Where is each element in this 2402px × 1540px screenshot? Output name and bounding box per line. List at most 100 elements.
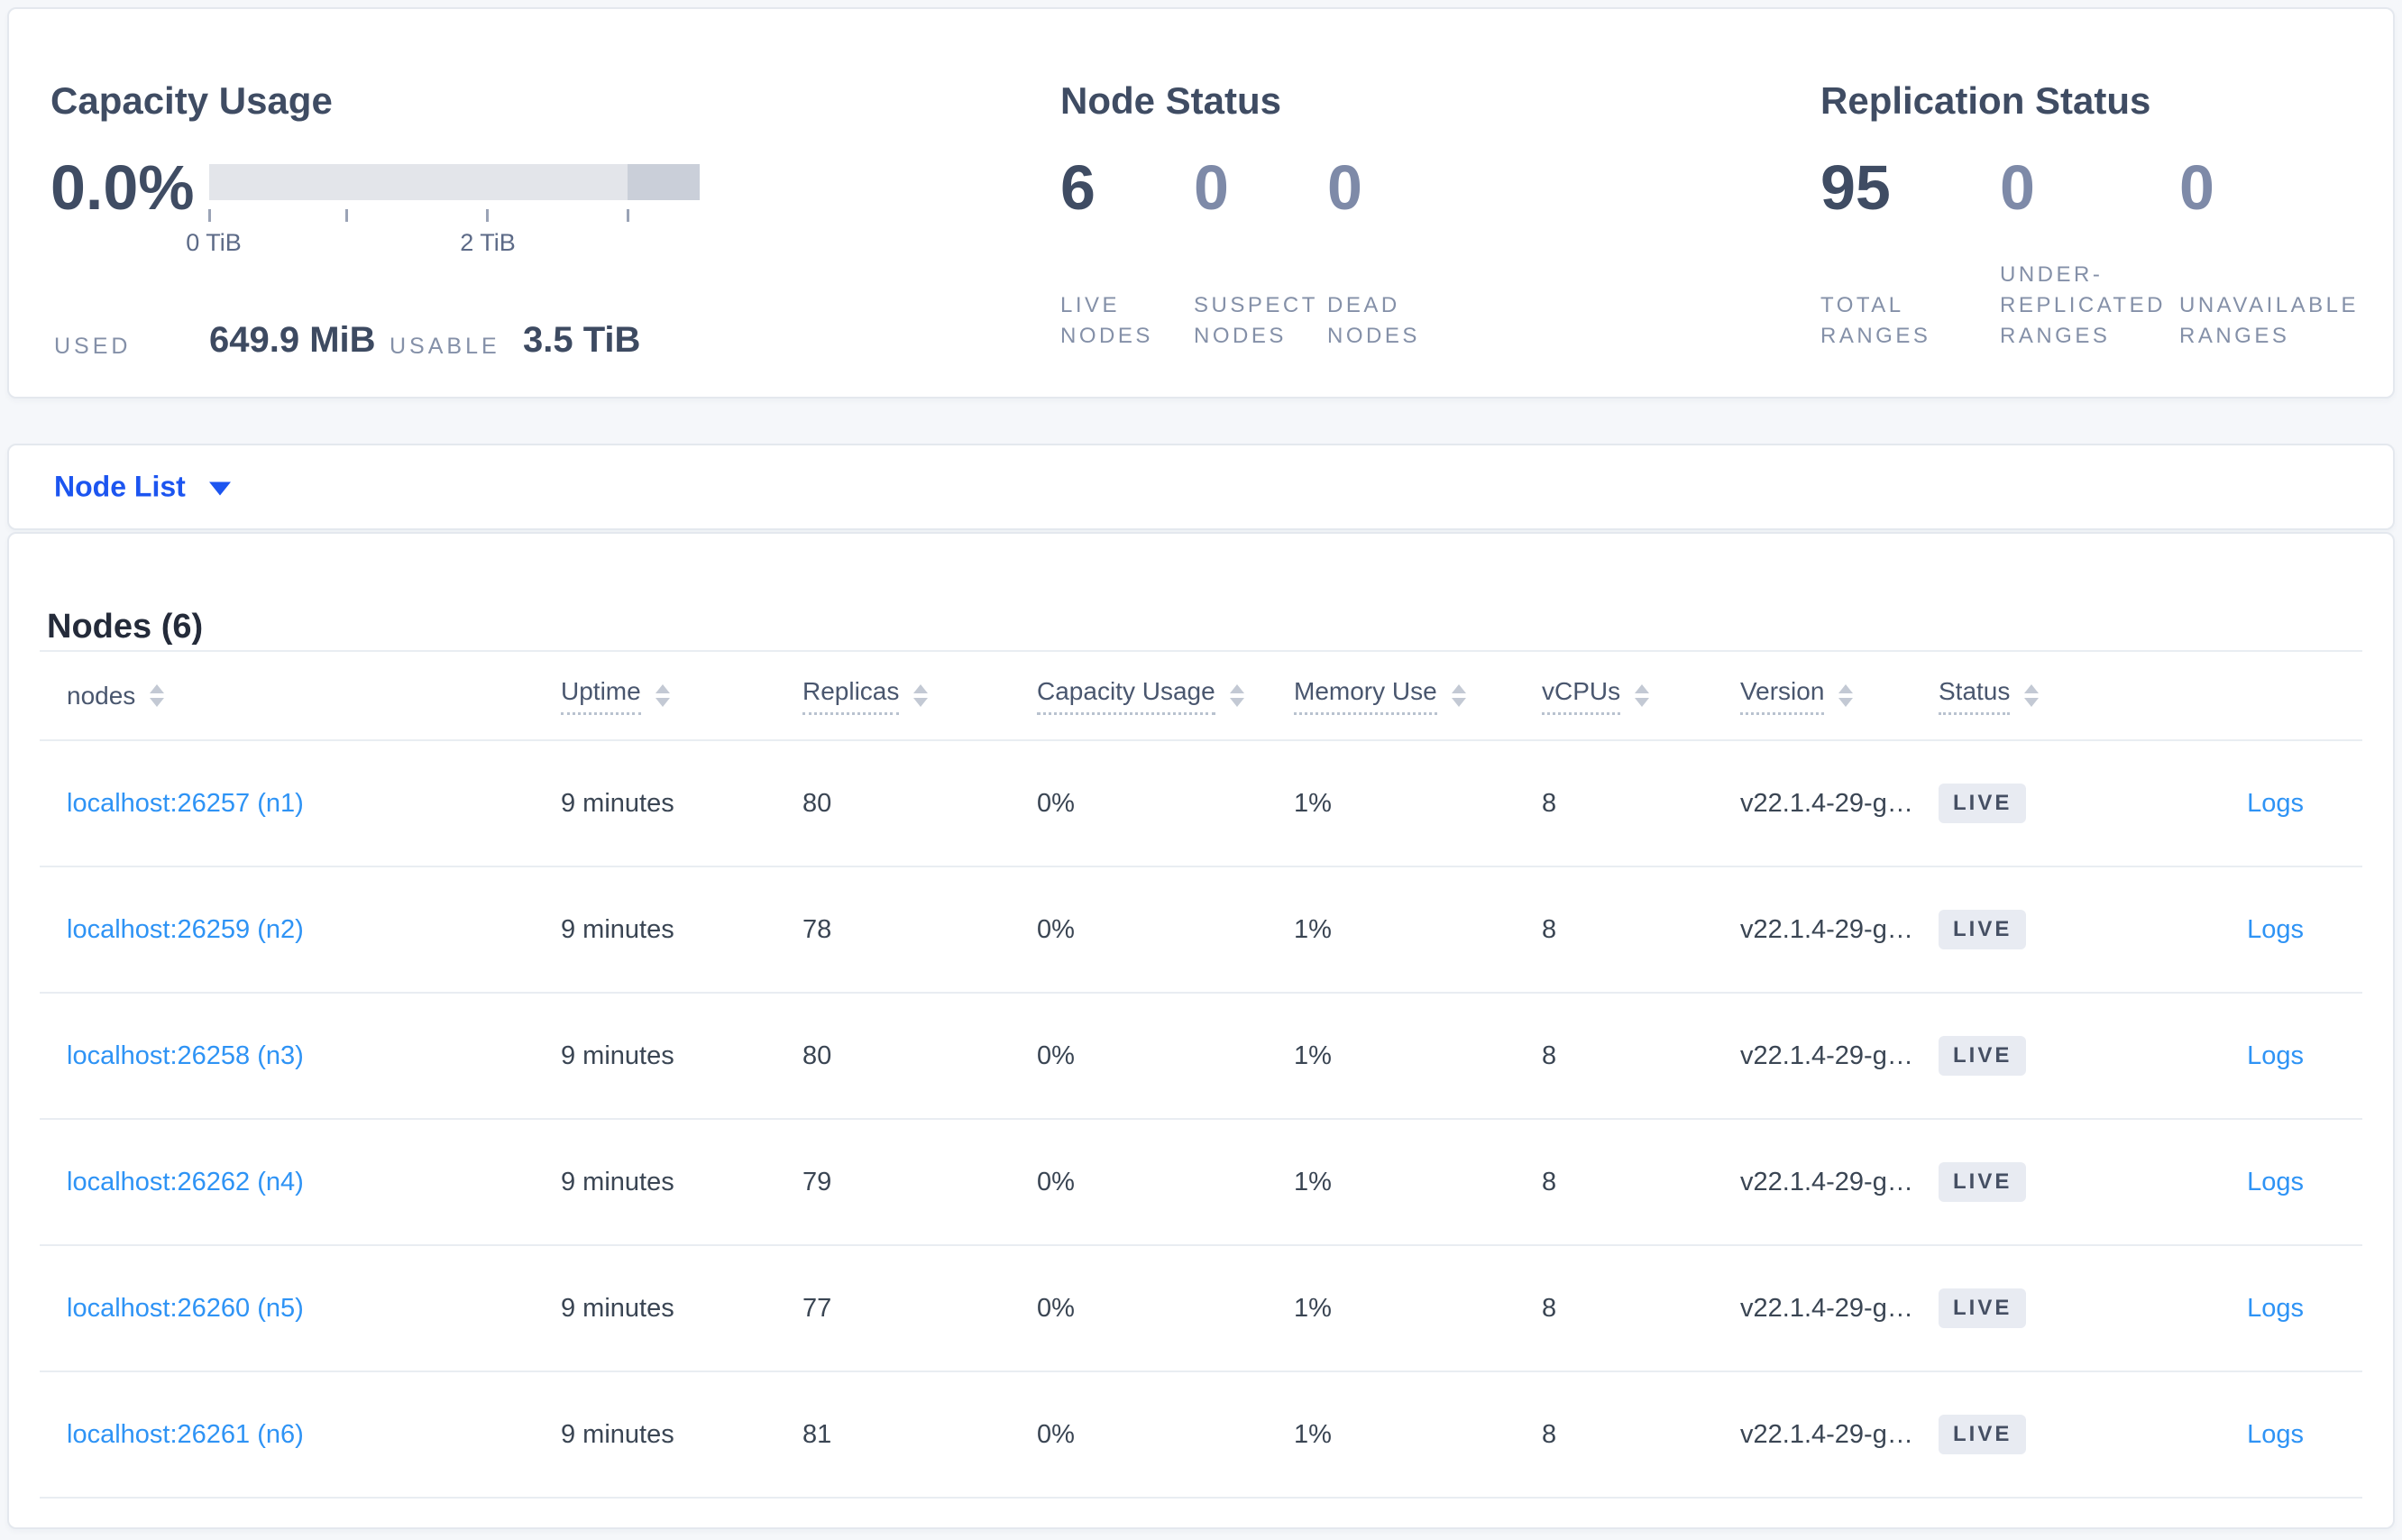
table-header-row: nodes Uptime Replicas Capacity Usage Mem… [40, 652, 2362, 741]
node-address-link[interactable]: localhost:26260 (n5) [67, 1293, 304, 1323]
sort-icon[interactable] [655, 684, 670, 707]
node-version: v22.1.4-29-g… [1740, 914, 1913, 944]
table-row: localhost:26258 (n3) 9 minutes 80 0% 1% … [40, 994, 2362, 1120]
logs-link[interactable]: Logs [2247, 1040, 2304, 1070]
node-vcpus: 8 [1542, 1293, 1557, 1323]
logs-link[interactable]: Logs [2247, 1419, 2304, 1449]
live-nodes-label: LIVE NODES [1060, 293, 1153, 348]
node-vcpus: 8 [1542, 1040, 1557, 1070]
capacity-axis-tick [627, 209, 629, 222]
node-memory-use: 1% [1294, 1419, 1332, 1449]
column-header-uptime[interactable]: Uptime [561, 677, 802, 715]
status-badge: LIVE [1939, 910, 2027, 949]
view-selector-label: Node List [54, 470, 186, 503]
status-badge: LIVE [1939, 1288, 2027, 1328]
sort-icon[interactable] [913, 684, 929, 707]
node-address-link[interactable]: localhost:26262 (n4) [67, 1167, 304, 1196]
column-header-status[interactable]: Status [1939, 677, 2137, 715]
status-badge: LIVE [1939, 1162, 2027, 1202]
status-badge: LIVE [1939, 1036, 2027, 1076]
node-replicas: 79 [802, 1167, 832, 1196]
unavailable-ranges-label: UNAVAILABLE RANGES [2179, 293, 2360, 348]
column-header-vcpus[interactable]: vCPUs [1542, 677, 1740, 715]
sort-icon[interactable] [1635, 684, 1650, 707]
chevron-down-icon [208, 481, 231, 496]
node-uptime: 9 minutes [561, 1040, 674, 1070]
sort-icon[interactable] [1229, 684, 1244, 707]
nodes-table: nodes Uptime Replicas Capacity Usage Mem… [40, 650, 2362, 1499]
sort-icon[interactable] [1451, 684, 1466, 707]
view-selector-bar: Node List [7, 444, 2395, 530]
usable-value: 3.5 TiB [523, 320, 641, 360]
logs-link[interactable]: Logs [2247, 914, 2304, 944]
node-uptime: 9 minutes [561, 914, 674, 944]
node-memory-use: 1% [1294, 1040, 1332, 1070]
capacity-percent-value: 0.0% [50, 152, 195, 223]
node-capacity-usage: 0% [1037, 1293, 1075, 1323]
unavailable-ranges-value: 0 [2179, 152, 2214, 223]
capacity-bar-reserved-segment [628, 164, 700, 200]
nodes-table-card: Nodes (6) nodes Uptime Replicas Capacity… [7, 532, 2395, 1529]
sort-icon[interactable] [1838, 684, 1854, 707]
column-header-version[interactable]: Version [1740, 677, 1939, 715]
node-replicas: 80 [802, 1040, 832, 1070]
node-uptime: 9 minutes [561, 1419, 674, 1449]
node-uptime: 9 minutes [561, 788, 674, 818]
node-address-link[interactable]: localhost:26261 (n6) [67, 1419, 304, 1449]
capacity-usage-title: Capacity Usage [50, 78, 333, 122]
column-header-memory-use[interactable]: Memory Use [1294, 677, 1542, 715]
node-capacity-usage: 0% [1037, 1419, 1075, 1449]
node-address-link[interactable]: localhost:26257 (n1) [67, 788, 304, 818]
nodes-table-title: Nodes (6) [47, 607, 204, 646]
table-row: localhost:26261 (n6) 9 minutes 81 0% 1% … [40, 1372, 2362, 1499]
live-nodes-value: 6 [1060, 152, 1096, 223]
column-header-capacity-usage[interactable]: Capacity Usage [1037, 677, 1294, 715]
logs-link[interactable]: Logs [2247, 1167, 2304, 1196]
node-capacity-usage: 0% [1037, 1167, 1075, 1196]
node-memory-use: 1% [1294, 788, 1332, 818]
column-header-replicas[interactable]: Replicas [802, 677, 1037, 715]
node-version: v22.1.4-29-g… [1740, 1293, 1913, 1323]
replication-status-title: Replication Status [1820, 78, 2151, 122]
under-replicated-ranges-stat: 0 UNDER-REPLICATED RANGES [2000, 155, 2171, 352]
suspect-nodes-stat: 0 SUSPECT NODES [1194, 155, 1320, 352]
node-address-link[interactable]: localhost:26258 (n3) [67, 1040, 304, 1070]
status-badge: LIVE [1939, 784, 2027, 823]
sort-icon[interactable] [2024, 684, 2040, 707]
used-value: 649.9 MiB [209, 320, 376, 360]
node-vcpus: 8 [1542, 914, 1557, 944]
node-status-title: Node Status [1060, 78, 1282, 122]
node-vcpus: 8 [1542, 1167, 1557, 1196]
node-vcpus: 8 [1542, 1419, 1557, 1449]
logs-link[interactable]: Logs [2247, 788, 2304, 818]
dead-nodes-label: DEAD NODES [1327, 293, 1420, 348]
under-replicated-ranges-label: UNDER-REPLICATED RANGES [2000, 262, 2166, 348]
column-header-nodes[interactable]: nodes [67, 682, 561, 710]
under-replicated-ranges-value: 0 [2000, 152, 2035, 223]
table-row: localhost:26259 (n2) 9 minutes 78 0% 1% … [40, 867, 2362, 994]
total-ranges-label: TOTAL RANGES [1820, 293, 1931, 348]
cluster-summary-panel: Capacity Usage 0.0% 0 TiB 2 TiB USED 649… [7, 7, 2395, 399]
capacity-axis-tick [486, 209, 489, 222]
node-uptime: 9 minutes [561, 1167, 674, 1196]
node-version: v22.1.4-29-g… [1740, 1419, 1913, 1449]
logs-link[interactable]: Logs [2247, 1293, 2304, 1323]
node-memory-use: 1% [1294, 1293, 1332, 1323]
used-label: USED [54, 334, 132, 359]
unavailable-ranges-stat: 0 UNAVAILABLE RANGES [2179, 155, 2373, 352]
node-vcpus: 8 [1542, 788, 1557, 818]
node-capacity-usage: 0% [1037, 788, 1075, 818]
usable-label: USABLE [390, 334, 500, 359]
suspect-nodes-label: SUSPECT NODES [1194, 293, 1318, 348]
node-replicas: 77 [802, 1293, 832, 1323]
status-badge: LIVE [1939, 1415, 2027, 1454]
node-replicas: 78 [802, 914, 832, 944]
view-selector-dropdown[interactable]: Node List [54, 471, 231, 504]
total-ranges-value: 95 [1820, 152, 1891, 223]
capacity-usage-bar [209, 164, 700, 200]
capacity-axis-label: 2 TiB [460, 229, 516, 256]
sort-icon[interactable] [150, 684, 165, 707]
suspect-nodes-value: 0 [1194, 152, 1229, 223]
node-address-link[interactable]: localhost:26259 (n2) [67, 914, 304, 944]
